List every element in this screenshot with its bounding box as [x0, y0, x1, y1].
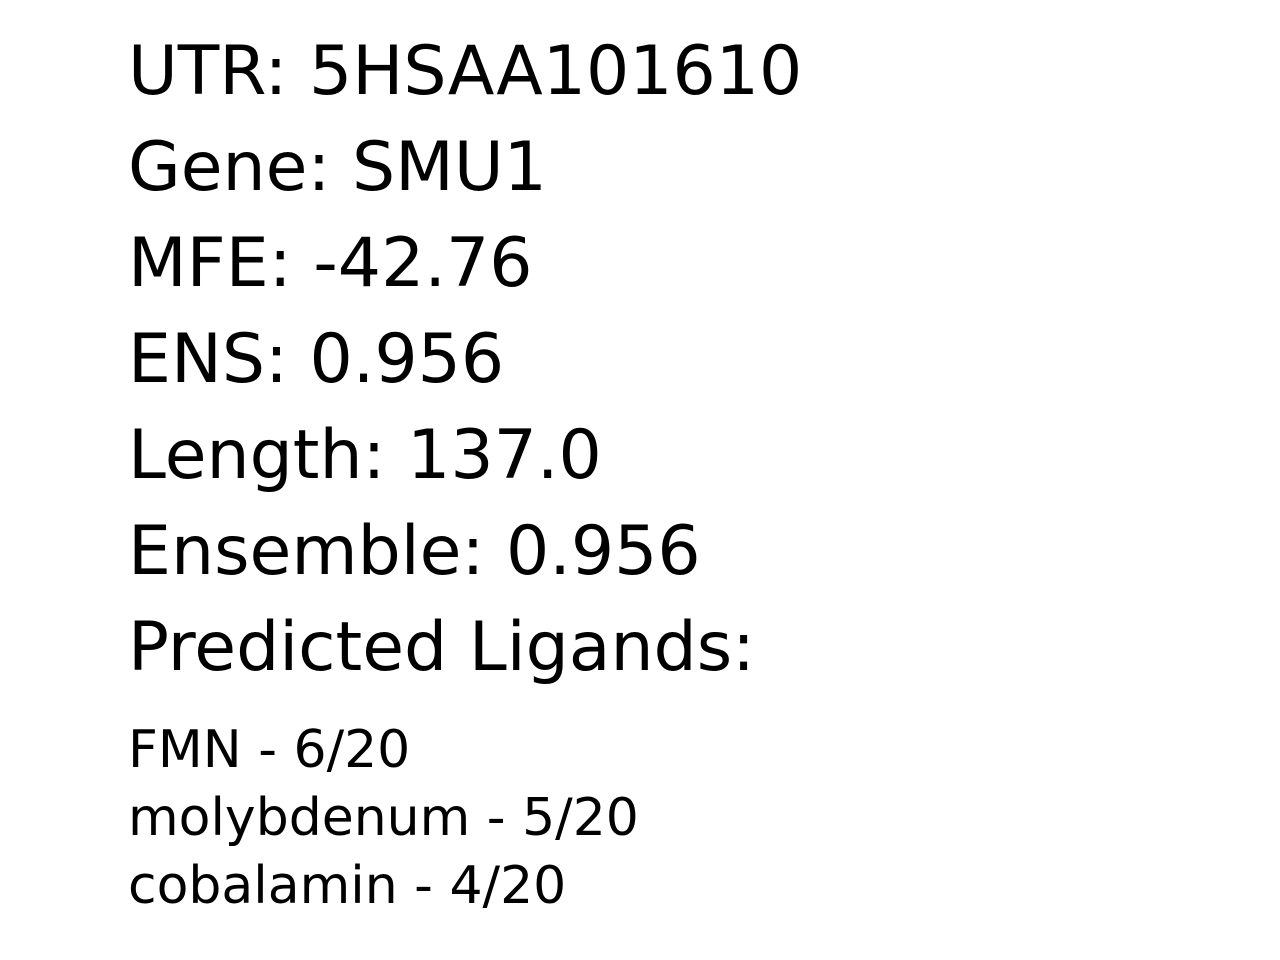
record-info: UTR: 5HSAA101610 Gene: SMU1 MFE: -42.76 … — [128, 0, 802, 696]
utr-line: UTR: 5HSAA101610 — [128, 32, 803, 111]
mfe-line: MFE: -42.76 — [128, 224, 533, 303]
ligand-item: molybdenum - 5/20 — [128, 788, 639, 848]
ligand-item: FMN - 6/20 — [128, 720, 411, 780]
ens-line: ENS: 0.956 — [128, 320, 505, 399]
ensemble-line: Ensemble: 0.956 — [128, 512, 701, 591]
ligand-list: FMN - 6/20 molybdenum - 5/20 cobalamin -… — [128, 716, 639, 920]
ligand-item: cobalamin - 4/20 — [128, 856, 567, 916]
predicted-ligands-heading: Predicted Ligands: — [128, 608, 756, 687]
length-line: Length: 137.0 — [128, 416, 602, 495]
gene-line: Gene: SMU1 — [128, 128, 547, 207]
